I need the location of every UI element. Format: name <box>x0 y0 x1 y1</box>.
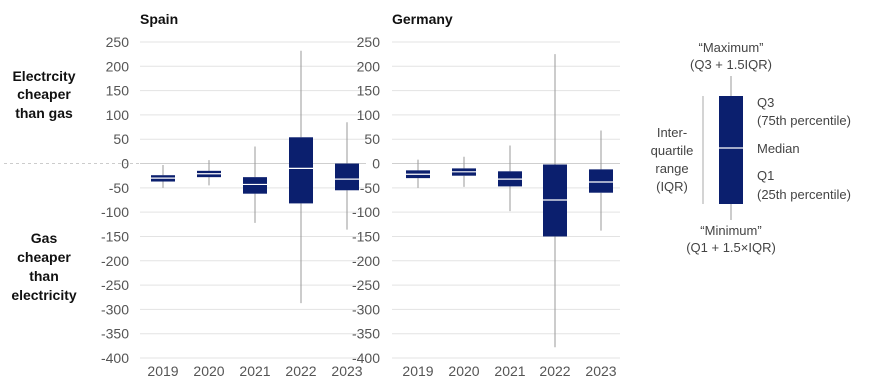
row-label-negative-line-1: Gas <box>31 230 58 246</box>
panel-title: Spain <box>140 11 178 27</box>
y-tick-label: 200 <box>357 58 381 74</box>
box-spain-2020 <box>197 160 221 186</box>
y-tick-label: -250 <box>101 277 129 293</box>
iqr-box <box>335 163 359 191</box>
box-spain-2019 <box>151 164 175 188</box>
y-tick-label: -200 <box>352 253 380 269</box>
row-label-positive-line-3: than gas <box>15 105 73 121</box>
box-germany-2022 <box>543 54 567 348</box>
panel-spain: Spain 250 200 150 100 50 0 -50 -100 -150 -200 -250 -… <box>101 11 366 379</box>
y-tick-label: 50 <box>364 131 380 147</box>
box-spain-2023 <box>335 122 359 230</box>
y-tick-label: 0 <box>372 156 380 172</box>
iqr-box <box>589 169 613 193</box>
y-tick-label: 200 <box>106 58 130 74</box>
y-tick-label: -350 <box>101 326 129 342</box>
panel-germany: Germany 250 200 150 100 50 0 -50 -100 -150 -200 -25… <box>352 11 620 379</box>
legend-minimum-line-2: (Q1 + 1.5×IQR) <box>686 240 776 255</box>
legend-q1-line-1: Q1 <box>757 168 774 183</box>
y-tick-label: -300 <box>352 301 380 317</box>
legend-iqr-line-3: range <box>655 161 688 176</box>
iqr-box <box>243 177 267 194</box>
legend-median-label: Median <box>757 141 800 156</box>
y-tick-label: 100 <box>106 107 130 123</box>
legend-iqr-line-1: Inter- <box>657 125 687 140</box>
y-tick-label: -100 <box>352 204 380 220</box>
x-tick-label: 2022 <box>539 363 570 379</box>
y-tick-label: 100 <box>357 107 381 123</box>
y-tick-label: -350 <box>352 326 380 342</box>
x-tick-label: 2019 <box>402 363 433 379</box>
x-tick-label: 2019 <box>147 363 178 379</box>
row-label-negative-line-4: electricity <box>11 287 77 303</box>
x-tick-label: 2020 <box>193 363 224 379</box>
x-tick-label: 2020 <box>448 363 479 379</box>
legend-minimum-line-1: “Minimum” <box>700 223 761 238</box>
y-tick-label: -200 <box>101 253 129 269</box>
row-label-positive-line-1: Electrcity <box>12 68 75 84</box>
x-tick-label: 2021 <box>494 363 525 379</box>
panel-title: Germany <box>392 11 453 27</box>
legend-box <box>719 96 743 204</box>
legend: “Maximum” (Q3 + 1.5IQR) Inter- quartile … <box>651 40 851 255</box>
iqr-box <box>289 137 313 204</box>
x-tick-label: 2022 <box>285 363 316 379</box>
row-label-positive-line-2: cheaper <box>17 86 71 102</box>
row-label-positive: Electrcity cheaper than gas <box>12 68 75 121</box>
legend-q1-line-2: (25th percentile) <box>757 187 851 202</box>
y-tick-label: -400 <box>101 350 129 366</box>
row-label-negative: Gas cheaper than electricity <box>11 230 77 303</box>
box-germany-2021 <box>498 145 522 212</box>
y-tick-label: -50 <box>109 180 129 196</box>
x-tick-label: 2023 <box>585 363 616 379</box>
y-tick-label: 250 <box>357 34 381 50</box>
legend-q3-line-1: Q3 <box>757 95 774 110</box>
box-spain-2022 <box>289 50 313 304</box>
y-tick-label: 0 <box>121 156 129 172</box>
y-tick-label: 150 <box>357 83 381 99</box>
legend-maximum-line-2: (Q3 + 1.5IQR) <box>690 57 772 72</box>
legend-iqr-line-2: quartile <box>651 143 694 158</box>
y-tick-label: -150 <box>101 228 129 244</box>
row-label-negative-line-3: than <box>29 268 59 284</box>
y-tick-label: -400 <box>352 350 380 366</box>
row-label-negative-line-2: cheaper <box>17 249 71 265</box>
box-spain-2021 <box>243 146 267 223</box>
y-tick-label: 250 <box>106 34 130 50</box>
x-tick-label: 2021 <box>239 363 270 379</box>
panels: Spain 250 200 150 100 50 0 -50 -100 -150 -200 -250 -… <box>101 11 620 379</box>
y-tick-label: -100 <box>101 204 129 220</box>
box-germany-2019 <box>406 159 430 188</box>
y-tick-label: -300 <box>101 301 129 317</box>
x-tick-label: 2023 <box>331 363 362 379</box>
box-germany-2023 <box>589 130 613 231</box>
y-tick-label: 50 <box>113 131 129 147</box>
legend-iqr-line-4: (IQR) <box>656 179 688 194</box>
y-tick-label: -50 <box>360 180 380 196</box>
legend-q3-line-2: (75th percentile) <box>757 113 851 128</box>
y-tick-label: 150 <box>106 83 130 99</box>
y-tick-label: -150 <box>352 228 380 244</box>
box-germany-2020 <box>452 156 476 187</box>
y-tick-label: -250 <box>352 277 380 293</box>
legend-maximum-line-1: “Maximum” <box>699 40 764 55</box>
